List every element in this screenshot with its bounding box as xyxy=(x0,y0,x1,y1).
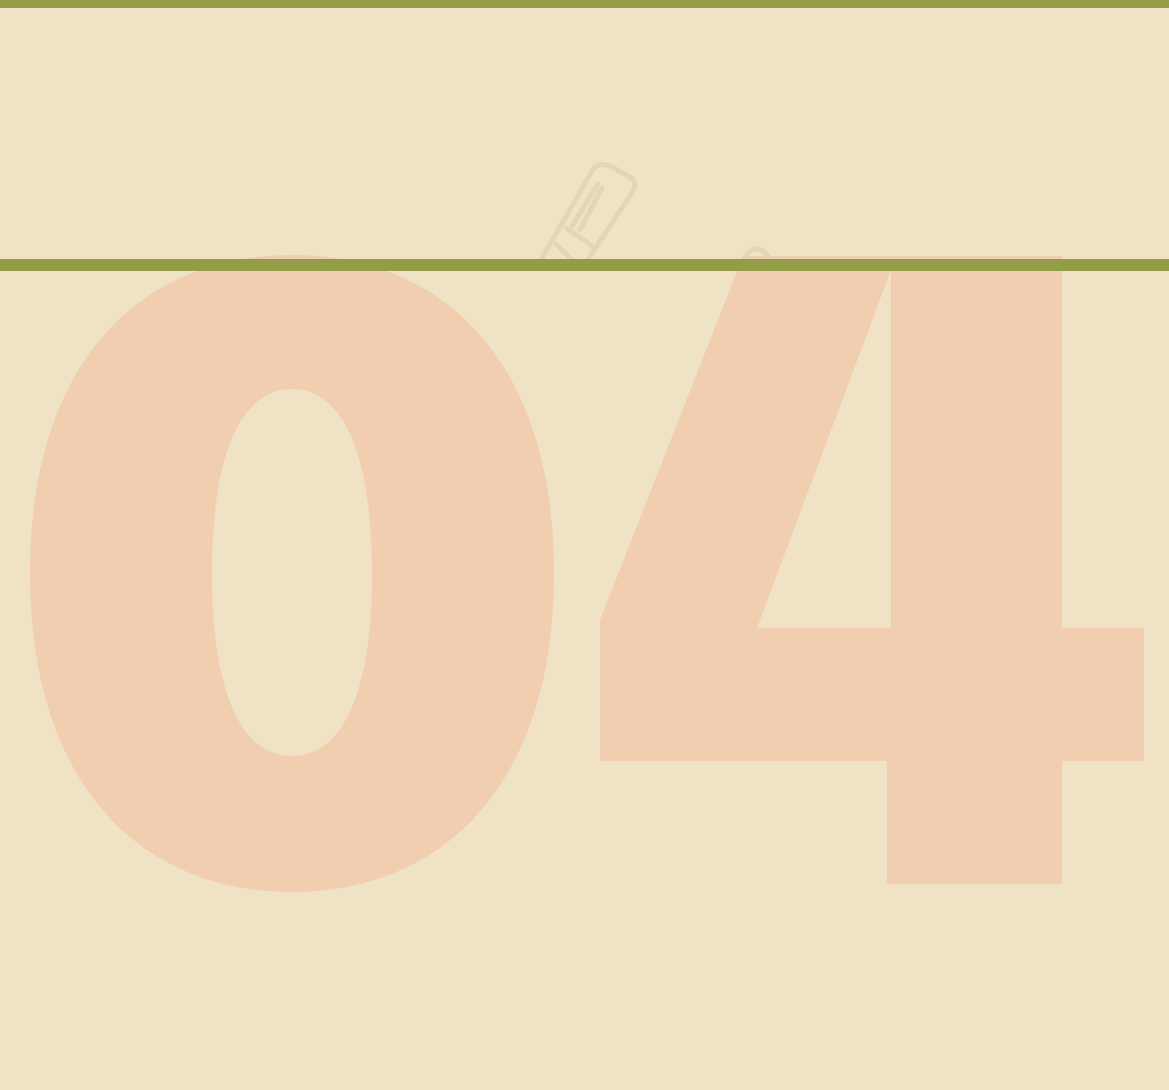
top-rule xyxy=(0,0,1169,8)
numeral-four xyxy=(600,256,1144,884)
middle-rule xyxy=(0,259,1169,271)
numeral-zero xyxy=(30,255,554,892)
